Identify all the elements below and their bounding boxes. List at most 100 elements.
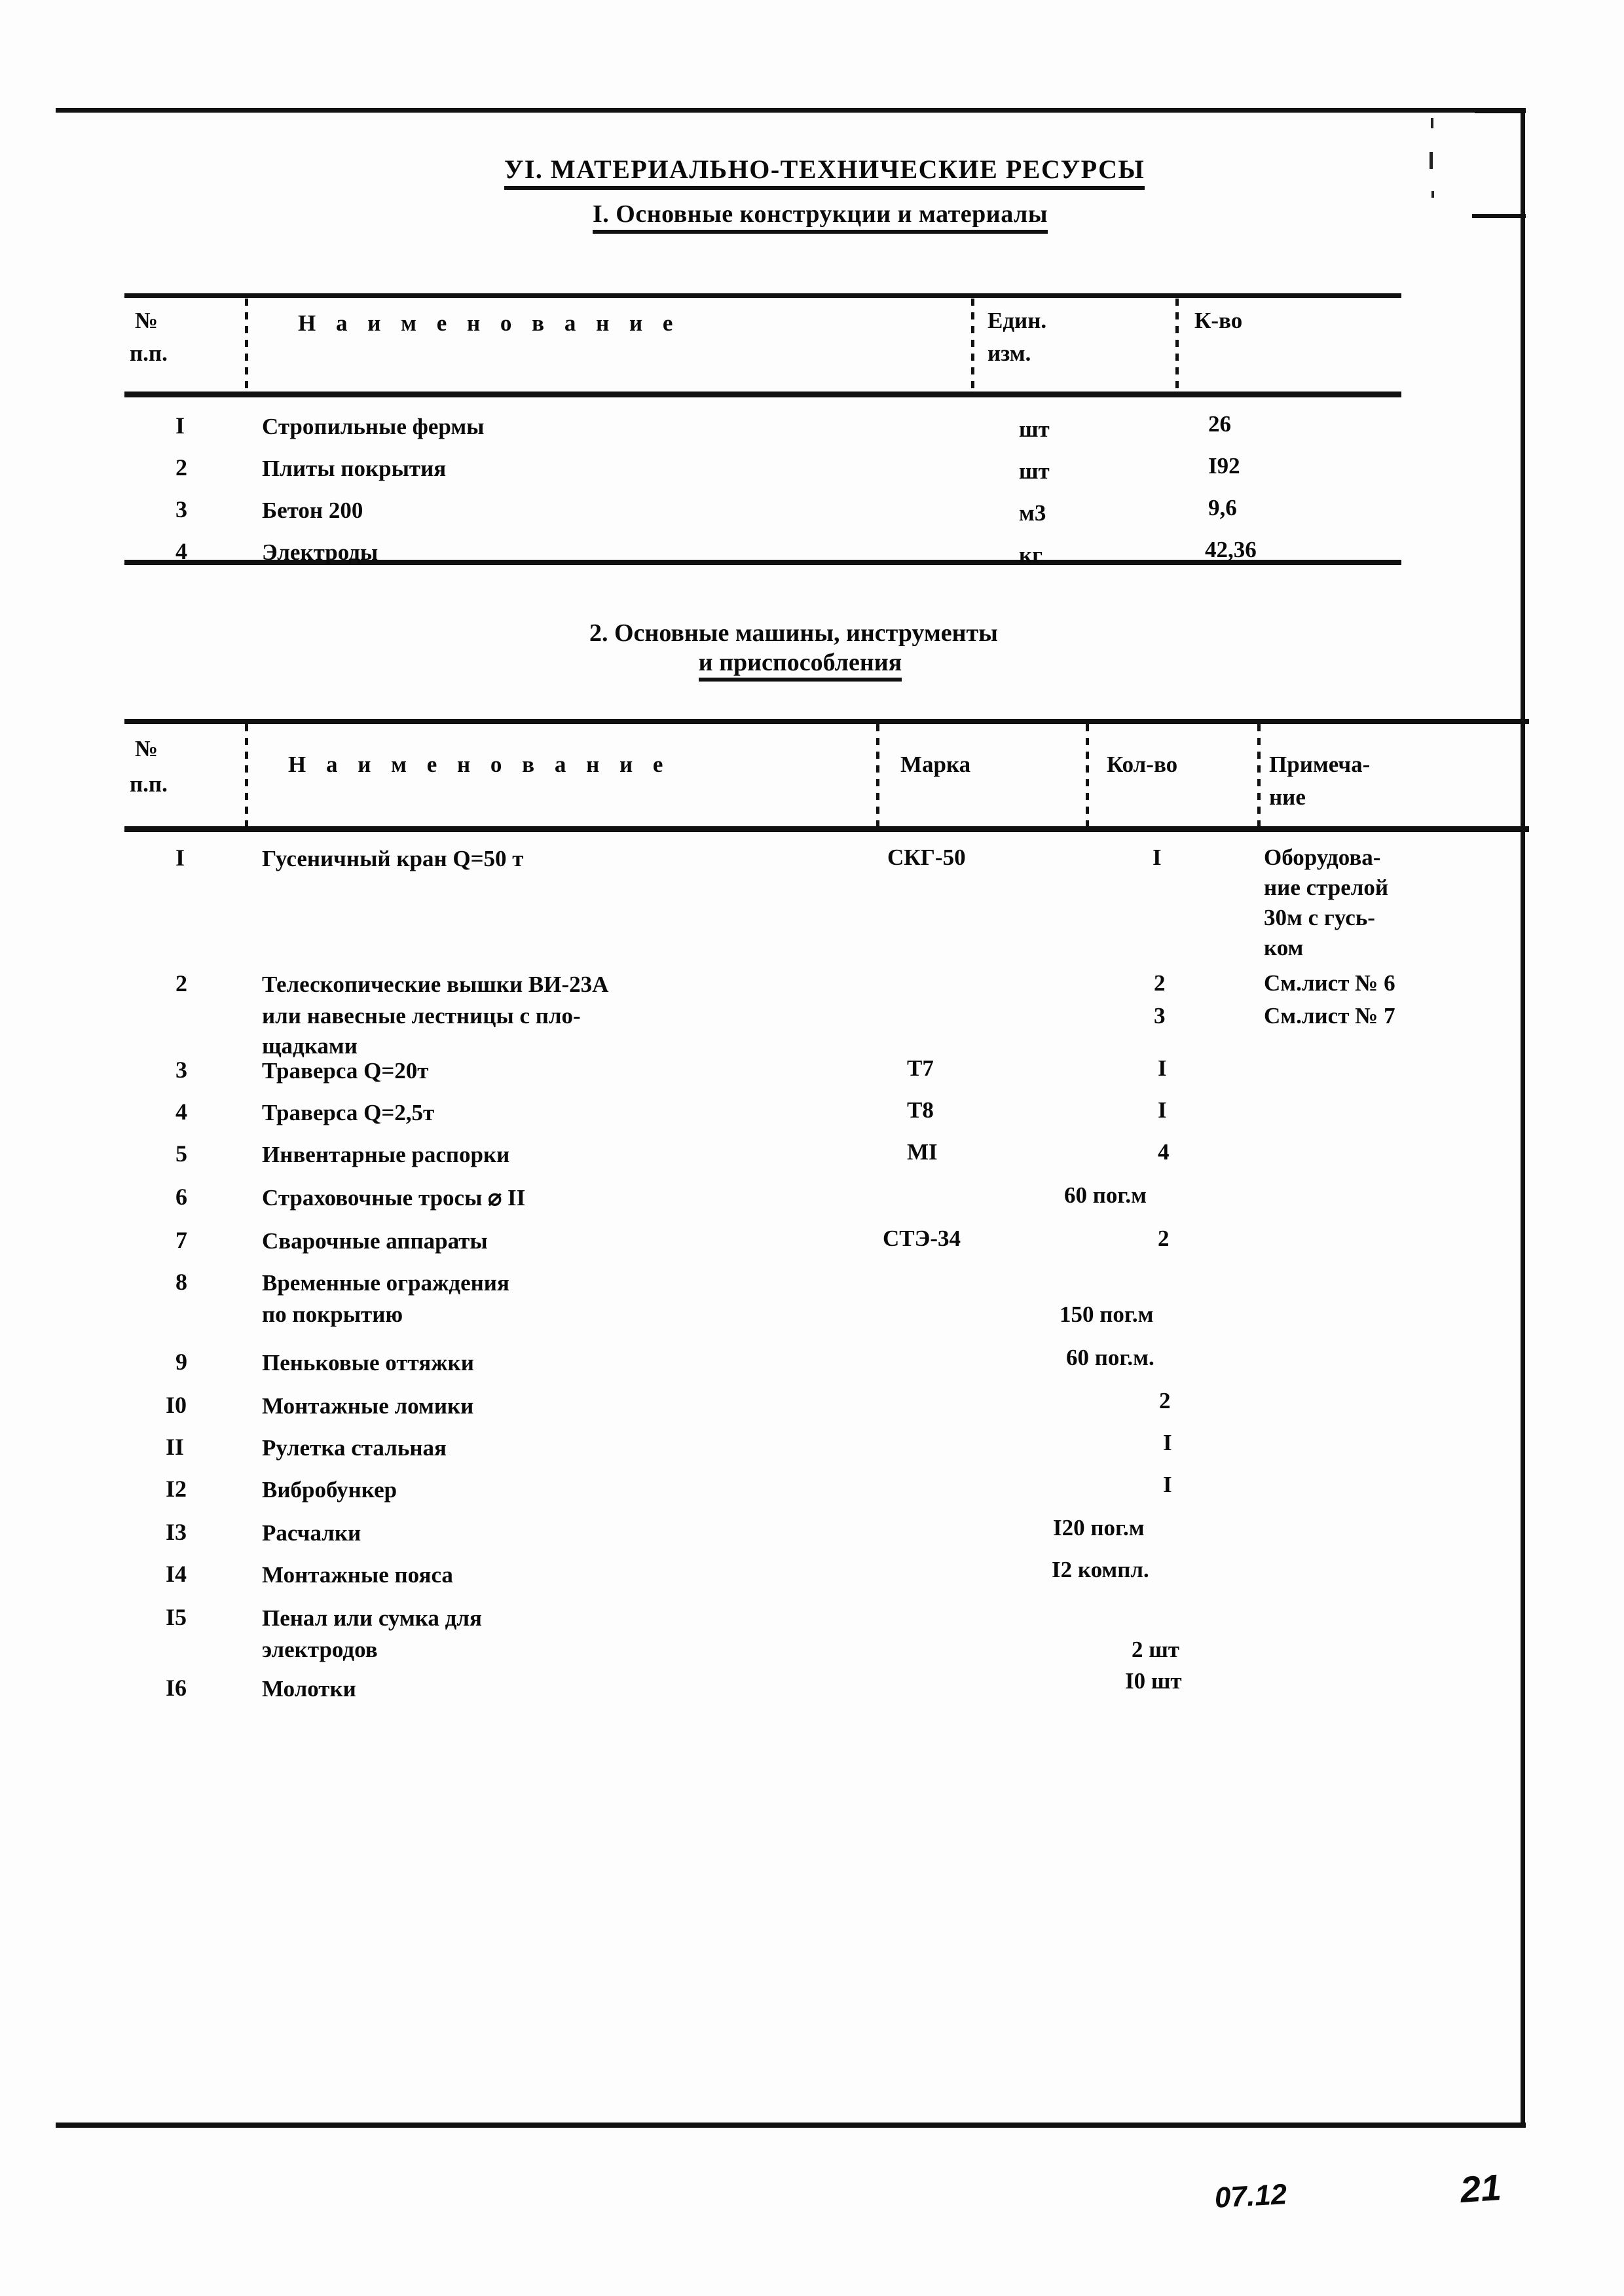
materials-row-name: Электроды xyxy=(262,539,378,565)
machines-header-brand: Марка xyxy=(900,752,971,777)
materials-row-name: Плиты покрытия xyxy=(262,456,447,481)
machines-row-qty: 2 шт xyxy=(1132,1637,1179,1662)
machines-row-no: 4 xyxy=(175,1099,187,1125)
machines-row-brand: Т8 xyxy=(907,1097,934,1123)
materials-header-unit-line1: Един. xyxy=(987,308,1047,333)
materials-row-no: 3 xyxy=(175,496,187,522)
machines-row-no: 9 xyxy=(175,1349,187,1375)
machines-row-qty: 2 xyxy=(1159,1388,1171,1413)
machines-row-qty: І xyxy=(1158,1097,1167,1123)
materials-header-no-line1: № xyxy=(135,308,158,333)
page-frame-corner-mid xyxy=(1472,214,1526,218)
machines-row-name: электродов xyxy=(262,1637,378,1662)
materials-row-name: Бетон 200 xyxy=(262,498,363,523)
machines-row-name: Рулетка стальная xyxy=(262,1435,447,1461)
section-title: УІ. МАТЕРИАЛЬНО-ТЕХНИЧЕСКИЕ РЕСУРСЫ xyxy=(504,154,1145,190)
machines-row-qty: 60 пог.м. xyxy=(1066,1345,1154,1370)
materials-table-header-rule xyxy=(124,392,1401,397)
materials-row-name: Стропильные фермы xyxy=(262,414,485,439)
machines-row-name: Инвентарные распорки xyxy=(262,1142,510,1167)
subsection-2-title: 2. Основные машины, инструменты и приспо… xyxy=(589,619,998,682)
machines-row-name: Временные ограждения xyxy=(262,1270,509,1296)
machines-row-no: ІІ xyxy=(166,1434,185,1460)
machines-row-qty-alt: 3 xyxy=(1154,1003,1166,1029)
page-number: 21 xyxy=(1458,2166,1503,2211)
machines-header-no-line2: п.п. xyxy=(130,771,168,797)
machines-header-note-line1: Примеча- xyxy=(1269,752,1371,777)
machines-row-no: І3 xyxy=(166,1519,187,1545)
margin-tick-mark-3 xyxy=(1431,191,1434,198)
machines-row-brand: Т7 xyxy=(907,1055,934,1081)
page-frame-bottom-border xyxy=(56,2123,1526,2128)
machines-row-no: І6 xyxy=(166,1675,187,1701)
machines-row-name: щадками xyxy=(262,1033,358,1059)
materials-col-sep-unit xyxy=(971,299,974,392)
machines-row-note: Оборудова- xyxy=(1264,845,1381,870)
machines-row-qty: 60 пог.м xyxy=(1064,1182,1147,1208)
machines-row-qty: І20 пог.м xyxy=(1053,1515,1145,1540)
machines-header-qty: Кол-во xyxy=(1107,752,1178,777)
machines-col-sep-qty xyxy=(1257,724,1261,826)
machines-row-qty: І xyxy=(1163,1472,1172,1497)
subsection-1-title-text: І. Основные конструкции и материалы xyxy=(593,200,1048,234)
machines-row-name: Монтажные ломики xyxy=(262,1393,474,1419)
machines-row-note: ком xyxy=(1264,935,1304,960)
machines-row-brand: СТЭ-34 xyxy=(883,1226,961,1251)
materials-header-unit-line2: изм. xyxy=(987,340,1031,366)
machines-header-no-line1: № xyxy=(135,736,158,761)
machines-header-name: Н а и м е н о в а н и е xyxy=(288,752,671,777)
machines-row-note: 30м с гусь- xyxy=(1264,905,1375,930)
machines-row-name: Пенал или сумка для xyxy=(262,1605,482,1631)
materials-row-unit: кг xyxy=(1019,542,1043,568)
machines-row-no: 7 xyxy=(175,1227,187,1253)
date-stamp: 07.12 xyxy=(1213,2178,1288,2214)
machines-row-name: Вибробункер xyxy=(262,1477,397,1503)
materials-header-name: Н а и м е н о в а н и е xyxy=(298,310,680,336)
machines-row-qty: І xyxy=(1163,1430,1172,1455)
machines-row-name: Пеньковые оттяжки xyxy=(262,1350,474,1376)
materials-row-qty: І92 xyxy=(1208,453,1240,479)
materials-row-no: 2 xyxy=(175,454,187,481)
materials-table-bottom-rule xyxy=(124,560,1401,565)
machines-row-no: 2 xyxy=(175,970,187,996)
machines-row-name: или навесные лестницы с пло- xyxy=(262,1003,581,1029)
machines-row-no: І xyxy=(175,845,185,871)
subsection-1-title: І. Основные конструкции и материалы xyxy=(593,200,1048,234)
machines-row-no: І0 xyxy=(166,1392,187,1418)
machines-col-sep-brand xyxy=(1086,724,1089,826)
machines-row-no: І5 xyxy=(166,1604,187,1630)
materials-row-qty: 9,6 xyxy=(1208,495,1237,520)
machines-row-name: Сварочные аппараты xyxy=(262,1228,488,1254)
subsection-2-title-line1: 2. Основные машины, инструменты xyxy=(589,619,998,647)
machines-col-sep-name xyxy=(876,724,879,826)
machines-row-qty: 2 xyxy=(1154,970,1166,996)
machines-row-no: 5 xyxy=(175,1140,187,1167)
machines-row-name: Траверса Q=2,5т xyxy=(262,1100,435,1125)
materials-header-no-line2: п.п. xyxy=(130,340,168,366)
materials-row-unit: шт xyxy=(1019,458,1050,484)
materials-col-sep-qty xyxy=(1175,299,1179,392)
materials-row-unit: шт xyxy=(1019,416,1050,442)
machines-row-qty: І xyxy=(1158,1055,1167,1081)
machines-row-name: Траверса Q=20т xyxy=(262,1058,429,1084)
subsection-2-title-line2: и приспособления xyxy=(698,648,902,682)
materials-col-sep-no xyxy=(245,299,248,392)
machines-row-name: Молотки xyxy=(262,1676,356,1702)
machines-row-qty: 4 xyxy=(1158,1139,1170,1165)
machines-col-sep-no xyxy=(245,724,248,826)
materials-row-no: І xyxy=(175,412,185,439)
machines-row-qty: І xyxy=(1153,845,1162,870)
section-title-text: УІ. МАТЕРИАЛЬНО-ТЕХНИЧЕСКИЕ РЕСУРСЫ xyxy=(504,155,1145,190)
machines-row-no: І4 xyxy=(166,1561,187,1587)
machines-row-qty: І2 компл. xyxy=(1052,1557,1149,1582)
materials-row-qty: 26 xyxy=(1208,411,1231,437)
materials-row-no: 4 xyxy=(175,538,187,564)
machines-row-note: См.лист № 7 xyxy=(1264,1003,1395,1029)
machines-row-qty: І0 шт xyxy=(1125,1668,1182,1694)
machines-row-name: Расчалки xyxy=(262,1520,361,1546)
machines-row-no: 3 xyxy=(175,1057,187,1083)
margin-tick-mark-2 xyxy=(1430,152,1433,169)
materials-row-qty: 42,36 xyxy=(1205,537,1257,562)
materials-table-top-rule xyxy=(124,293,1401,298)
